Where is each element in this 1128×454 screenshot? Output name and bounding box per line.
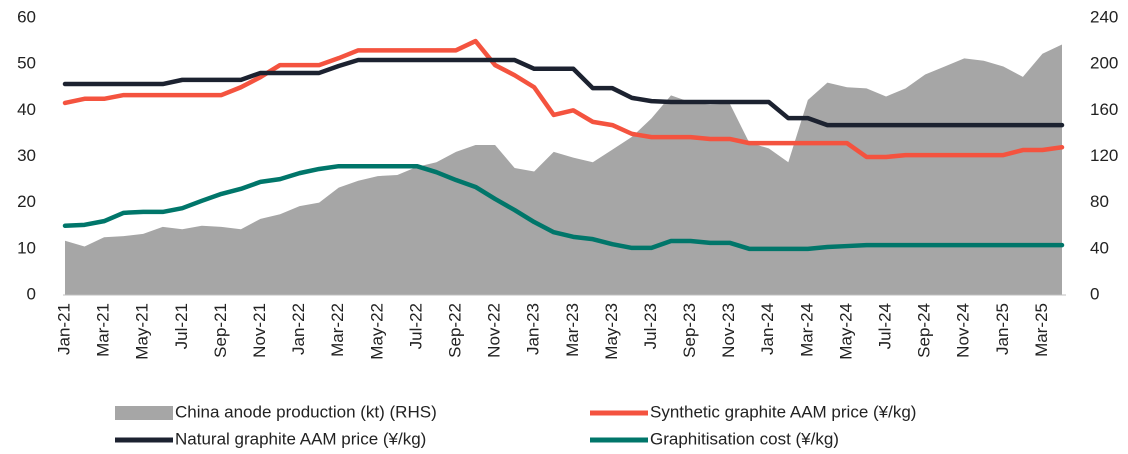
y-tick-label: 30: [17, 146, 36, 165]
x-tick-label: Jan-24: [758, 303, 777, 355]
x-tick-label: May-24: [836, 303, 855, 360]
x-tick-label: Jan-22: [289, 303, 308, 355]
line: [62, 57, 1065, 128]
y-tick-label: 40: [17, 100, 36, 119]
x-tick-label: Jul-22: [406, 303, 425, 349]
x-tick-label: Nov-21: [250, 303, 269, 358]
x-tick-label: Jan-21: [54, 303, 73, 355]
x-tick-label: Jul-21: [172, 303, 191, 349]
x-tick-label: Nov-24: [954, 303, 973, 358]
x-tick-label: Nov-23: [719, 303, 738, 358]
x-tick-label: Sep-21: [211, 303, 230, 358]
y2-tick-label: 200: [1090, 54, 1118, 73]
x-tick-label: Mar-23: [563, 303, 582, 357]
legend-label: Natural graphite AAM price (¥/kg): [175, 429, 426, 448]
x-tick-label: Sep-23: [680, 303, 699, 358]
x-tick-label: May-21: [133, 303, 152, 360]
y2-tick-label: 80: [1090, 192, 1109, 211]
line: [62, 38, 1065, 160]
y2-tick-label: 40: [1090, 238, 1109, 257]
x-tick-label: Mar-25: [1032, 303, 1051, 357]
y2-tick-label: 240: [1090, 7, 1118, 26]
x-tick-label: Mar-24: [797, 303, 816, 357]
x-tick-label: Jul-23: [641, 303, 660, 349]
y2-tick-label: 120: [1090, 146, 1118, 165]
line: [62, 163, 1065, 252]
y-tick-label: 20: [17, 192, 36, 211]
x-tick-label: May-23: [602, 303, 621, 360]
legend-label: Synthetic graphite AAM price (¥/kg): [650, 402, 916, 421]
x-tick-label: Mar-21: [94, 303, 113, 357]
y-tick-label: 60: [17, 7, 36, 26]
x-tick-label: Jan-25: [993, 303, 1012, 355]
x-tick-label: Sep-24: [915, 303, 934, 358]
legend-swatch: [115, 406, 173, 420]
x-tick-label: Jul-24: [876, 303, 895, 349]
y-tick-label: 10: [17, 238, 36, 257]
y2-tick-label: 0: [1090, 284, 1099, 303]
y-tick-label: 0: [27, 284, 36, 303]
x-tick-label: Sep-22: [445, 303, 464, 358]
legend-label: China anode production (kt) (RHS): [175, 402, 437, 421]
x-tick-label: Mar-22: [328, 303, 347, 357]
x-tick-label: May-22: [367, 303, 386, 360]
x-tick-label: Nov-22: [485, 303, 504, 358]
x-tick-label: Jan-23: [524, 303, 543, 355]
y2-tick-label: 160: [1090, 100, 1118, 119]
y-tick-label: 50: [17, 54, 36, 73]
area: [65, 44, 1062, 295]
legend-label: Graphitisation cost (¥/kg): [650, 429, 839, 448]
